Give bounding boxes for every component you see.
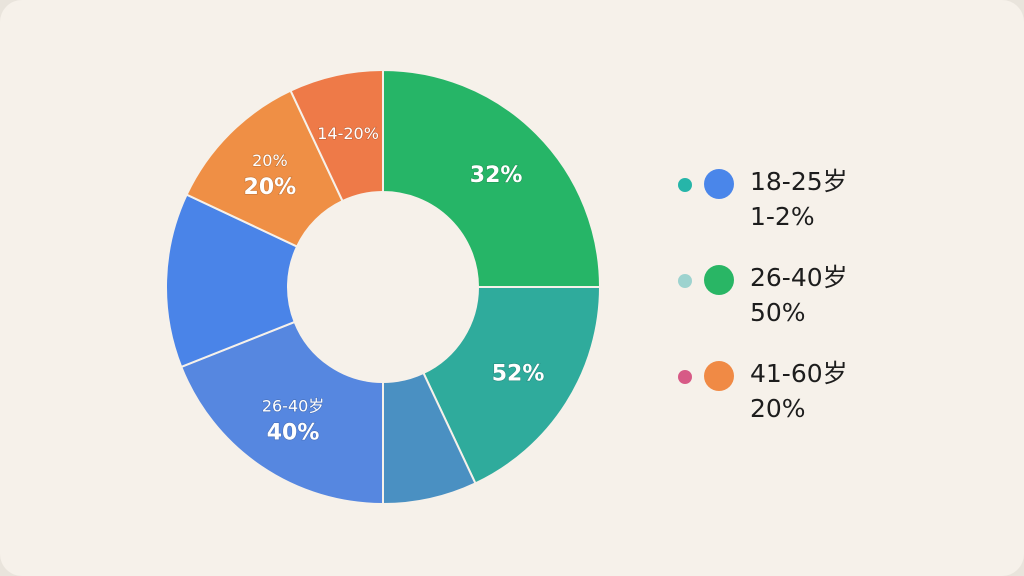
legend-item-26-40: 26-40岁 50% [672,258,1002,354]
legend-item-18-25: 18-25岁 1-2% [672,162,1002,258]
legend-label: 18-25岁 [750,167,848,196]
legend-value: 20% [750,394,806,423]
legend-marker [704,169,734,199]
slice-label: 20% [244,175,297,200]
legend-item-41-60: 41-60岁 20% [672,354,1002,450]
legend-marker-small [678,178,692,192]
legend-marker [704,265,734,295]
legend-label: 26-40岁 [750,263,848,292]
legend-marker-small [678,274,692,288]
slice-sublabel: 26-40岁 [262,396,325,415]
legend-marker-small [678,370,692,384]
donut-chart: 32% 52% 26-40岁 40% 20% 20% 14-20% [165,68,602,506]
legend: 18-25岁 1-2% 26-40岁 50% 41-60岁 20% [672,162,1002,450]
legend-value: 1-2% [750,202,815,231]
pie-slice-1 [422,286,602,485]
slice-label: 40% [267,420,320,445]
legend-marker [704,361,734,391]
legend-value: 50% [750,298,806,327]
pie-slice-3 [179,320,384,506]
pie-slice-6 [289,68,384,203]
slice-label: 32% [470,163,523,188]
pie-slice-0 [382,68,602,288]
slice-sublabel: 20% [252,151,288,170]
legend-label: 41-60岁 [750,359,848,388]
slice-label: 52% [492,362,545,387]
pie-slice-4 [165,193,299,369]
slice-label: 14-20% [317,124,379,143]
